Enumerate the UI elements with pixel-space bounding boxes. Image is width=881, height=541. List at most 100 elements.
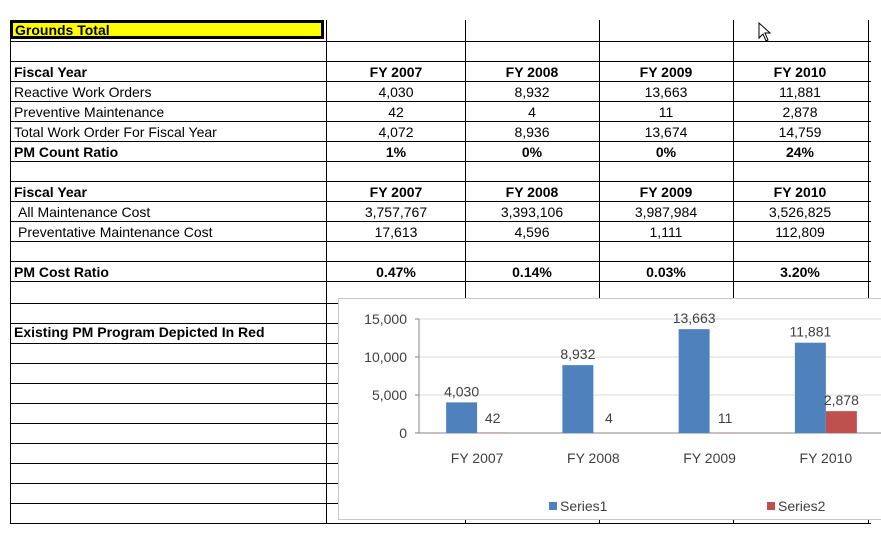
grid-line (465, 20, 466, 524)
table-row: Total Work Order For Fiscal Year 4,072 8… (10, 122, 871, 142)
cost-header-row: Fiscal Year FY 2007 FY 2008 FY 2009 FY 2… (10, 182, 871, 202)
data-cell[interactable]: 8,932 (514, 84, 550, 100)
data-cell[interactable]: 3,757,767 (364, 204, 428, 220)
row-label[interactable]: PM Cost Ratio (14, 264, 109, 280)
grid-line (10, 61, 871, 62)
grid-line (10, 523, 871, 524)
grid-line (10, 141, 871, 142)
x-tick-label: FY 2008 (567, 450, 620, 466)
data-label: 8,932 (560, 346, 595, 362)
legend-swatch (767, 502, 775, 510)
grid-line (10, 81, 871, 82)
grid-line (733, 20, 734, 524)
bar (562, 365, 594, 433)
grid-line (10, 221, 871, 222)
data-label: 11,881 (789, 324, 831, 340)
data-label: 11 (718, 410, 733, 426)
header-cell[interactable]: FY 2008 (505, 64, 559, 80)
data-cell[interactable]: 13,663 (644, 84, 688, 100)
grid-line (10, 281, 871, 282)
legend-swatch (549, 502, 557, 510)
table-row: All Maintenance Cost 3,757,767 3,393,106… (10, 202, 871, 222)
grid-line (10, 181, 871, 182)
table-row: Preventive Maintenance 42 4 11 2,878 (10, 102, 871, 122)
row-label[interactable]: Preventive Maintenance (14, 104, 165, 120)
x-tick-label: FY 2007 (451, 450, 504, 466)
x-tick-label: FY 2010 (800, 450, 853, 466)
note-label[interactable]: Existing PM Program Depicted In Red (14, 324, 265, 340)
data-cell[interactable]: 4,030 (378, 84, 414, 100)
chart-canvas: 0 5,000 10,000 15,000 FY 2007 4,030 42 FY 2008 8… (364, 310, 881, 514)
data-cell[interactable]: 3,393,106 (500, 204, 564, 220)
header-cell[interactable]: FY 2009 (639, 184, 693, 200)
row-label[interactable]: Reactive Work Orders (14, 84, 152, 100)
bar (678, 329, 710, 433)
pm-cost-ratio-row: PM Cost Ratio 0.47% 0.14% 0.03% 3.20% (10, 262, 871, 282)
data-cell[interactable]: 13,674 (644, 124, 688, 140)
grid-line (326, 20, 327, 524)
data-cell[interactable]: 1,111 (649, 224, 683, 240)
data-cell[interactable]: 4,072 (378, 124, 414, 140)
data-cell[interactable]: 8,936 (514, 124, 550, 140)
data-cell[interactable]: 0.14% (512, 264, 552, 280)
sheet-title[interactable]: Grounds Total (10, 20, 324, 39)
data-cell[interactable]: 14,759 (778, 124, 822, 140)
data-cell[interactable]: 4,596 (514, 224, 550, 240)
data-cell[interactable]: 3.20% (780, 264, 820, 280)
row-label[interactable]: PM Count Ratio (14, 144, 119, 160)
header-cell[interactable]: FY 2007 (369, 64, 423, 80)
grid-line (599, 20, 600, 524)
bar-chart[interactable]: 0 5,000 10,000 15,000 FY 2007 4,030 42 FY 2008 8… (338, 298, 881, 520)
data-cell[interactable]: 0% (655, 144, 677, 160)
data-cell[interactable]: 112,809 (775, 224, 825, 240)
data-cell[interactable]: 11 (658, 104, 674, 120)
grid-line (10, 41, 871, 42)
legend-label: Series2 (778, 498, 826, 514)
data-cell[interactable]: 2,878 (782, 104, 818, 120)
bar (794, 342, 826, 433)
legend-label: Series1 (560, 498, 608, 514)
data-cell[interactable]: 24% (785, 144, 815, 160)
grid-line (868, 20, 869, 524)
table-row: Preventative Maintenance Cost 17,613 4,5… (10, 222, 871, 242)
data-cell[interactable]: 42 (388, 104, 404, 120)
row-label[interactable]: All Maintenance Cost (18, 204, 151, 220)
data-cell[interactable]: 0% (521, 144, 543, 160)
data-cell[interactable]: 11,881 (779, 84, 821, 100)
data-cell[interactable]: 1% (385, 144, 407, 160)
data-cell[interactable]: 17,613 (374, 224, 418, 240)
grid-line (10, 101, 871, 102)
data-label: 13,663 (673, 310, 716, 326)
y-tick-label: 15,000 (364, 311, 407, 327)
header-cell[interactable]: FY 2010 (773, 184, 827, 200)
grid-line (10, 20, 11, 524)
data-label: 2,878 (824, 392, 859, 408)
row-label[interactable]: Preventative Maintenance Cost (18, 224, 213, 240)
pm-count-ratio-row: PM Count Ratio 1% 0% 0% 24% (10, 142, 871, 162)
data-label: 4,030 (444, 383, 479, 399)
data-cell[interactable]: 3,526,825 (768, 204, 832, 220)
grid-line (10, 241, 871, 242)
bar (825, 411, 857, 433)
y-tick-label: 5,000 (372, 387, 407, 403)
table-row: Reactive Work Orders 4,030 8,932 13,663 … (10, 82, 871, 102)
row-label[interactable]: Total Work Order For Fiscal Year (14, 124, 217, 140)
data-cell[interactable]: 4 (528, 104, 536, 120)
data-label: 4 (605, 410, 613, 426)
bar (446, 402, 478, 433)
grid-line (10, 201, 871, 202)
data-cell[interactable]: 3,987,984 (634, 204, 698, 220)
y-tick-label: 0 (399, 425, 407, 441)
row-label[interactable]: Fiscal Year (14, 184, 87, 200)
spreadsheet: Grounds Total Fiscal Year FY 2007 FY 200… (10, 20, 881, 524)
grid-line (10, 261, 871, 262)
arrow-cursor-icon (758, 22, 772, 42)
header-cell[interactable]: FY 2008 (505, 184, 559, 200)
header-cell[interactable]: FY 2007 (369, 184, 423, 200)
data-cell[interactable]: 0.47% (376, 264, 416, 280)
header-cell[interactable]: FY 2009 (639, 64, 693, 80)
header-cell[interactable]: FY 2010 (773, 64, 827, 80)
x-tick-label: FY 2009 (683, 450, 736, 466)
data-cell[interactable]: 0.03% (646, 264, 686, 280)
row-label[interactable]: Fiscal Year (14, 64, 87, 80)
